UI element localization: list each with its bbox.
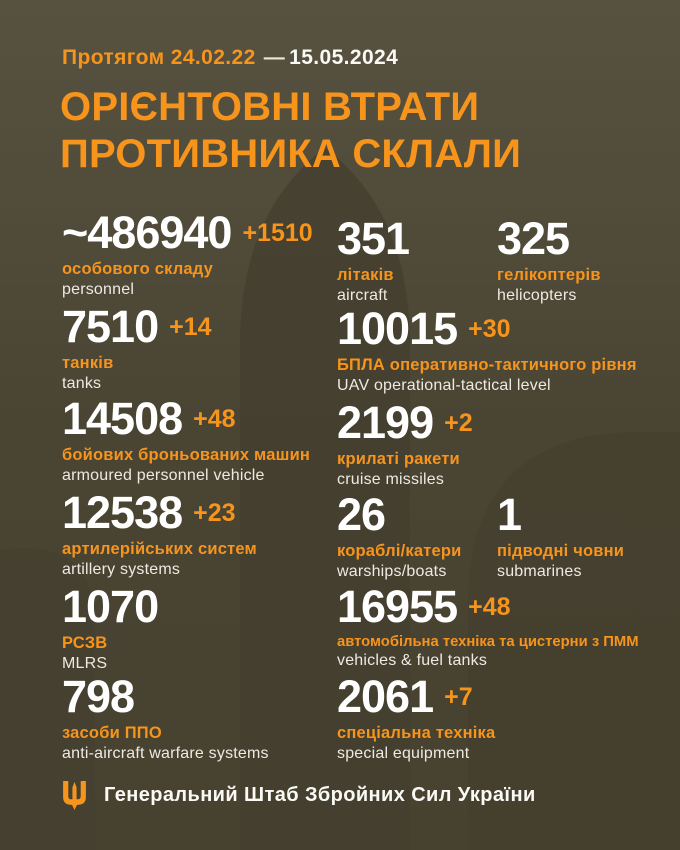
stat-label-uk: БПЛА оперативно-тактичного рівня	[337, 356, 637, 374]
stat-label-en: tanks	[62, 375, 102, 392]
stat-value: 1	[497, 489, 522, 540]
stat-value: 12538	[62, 487, 183, 538]
stat-value: 2061	[337, 671, 434, 722]
stat-delta: +30	[468, 315, 511, 343]
period-separator: —	[263, 46, 286, 69]
stat-personnel: ~486940 +1510 особового складу personnel	[62, 210, 313, 299]
stat-label-en: MLRS	[62, 655, 108, 672]
stat-label-uk: бойових броньованих машин	[62, 446, 311, 464]
stat-label-en: anti-aircraft warfare systems	[62, 745, 269, 762]
stat-label-en: armoured personnel vehicle	[62, 467, 265, 484]
stat-label-uk: танків	[62, 354, 114, 372]
stat-value: ~486940	[62, 207, 232, 258]
stat-value: 798	[62, 671, 135, 722]
organization-name: Генеральний Штаб Збройних Сил України	[104, 784, 536, 806]
stat-label-uk: спеціальна техніка	[337, 724, 496, 742]
stat-label-en: artillery systems	[62, 561, 181, 578]
stat-label-uk: РСЗВ	[62, 634, 108, 652]
stat-delta: +48	[468, 593, 511, 621]
stat-value: 7510	[62, 301, 159, 352]
footer: Генеральний Штаб Збройних Сил України	[62, 781, 536, 810]
stat-delta: +23	[193, 499, 236, 527]
report-period: Протягом 24.02.22 —15.05.2024	[62, 46, 398, 70]
stat-delta: +7	[444, 683, 473, 711]
stat-label-uk: гелікоптерів	[497, 266, 601, 284]
stat-delta: +2	[444, 409, 473, 437]
stat-special-equipment: 2061 +7 спеціальна техніка special equip…	[337, 674, 495, 763]
stat-label-en: helicopters	[497, 287, 577, 304]
stat-label-uk: підводні човни	[497, 542, 625, 560]
stat-value: 16955	[337, 581, 458, 632]
stat-anti-aircraft: 798 засоби ППО anti-aircraft warfare sys…	[62, 674, 269, 763]
stat-label-uk: артилерійських систем	[62, 540, 257, 558]
stat-label-uk: засоби ППО	[62, 724, 162, 742]
stat-label-en: personnel	[62, 281, 135, 298]
page-title-line1: ОРІЄНТОВНІ ВТРАТИ	[60, 85, 480, 129]
stat-armoured-vehicles: 14508 +48 бойових броньованих машин armo…	[62, 396, 310, 485]
stat-label-uk: літаків	[337, 266, 394, 284]
stat-delta: +48	[193, 405, 236, 433]
stat-label-en: vehicles & fuel tanks	[337, 652, 488, 669]
stat-label-en: UAV operational-tactical level	[337, 377, 551, 394]
stat-submarines: 1 підводні човни submarines	[497, 492, 624, 581]
stat-label-en: special equipment	[337, 745, 470, 762]
stat-delta: +14	[169, 313, 212, 341]
stat-warships: 26 кораблі/катери warships/boats	[337, 492, 462, 581]
stat-label-en: warships/boats	[337, 563, 447, 580]
stat-label-uk: автомобільна техніка та цистерни з ПММ	[337, 634, 639, 650]
stat-uav: 10015 +30 БПЛА оперативно-тактичного рів…	[337, 306, 637, 395]
stat-delta: +1510	[242, 219, 313, 247]
page-title-line2: ПРОТИВНИКА СКЛАЛИ	[60, 131, 522, 176]
stat-value: 26	[337, 489, 386, 540]
trident-icon	[63, 781, 86, 810]
stat-value: 325	[497, 213, 570, 264]
stat-artillery: 12538 +23 артилерійських систем artiller…	[62, 490, 257, 579]
stat-label-uk: кораблі/катери	[337, 542, 462, 560]
stat-value: 10015	[337, 303, 458, 354]
stat-label-uk: особового складу	[62, 260, 214, 278]
stat-vehicles-fuel-tanks: 16955 +48 автомобільна техніка та цистер…	[337, 584, 639, 670]
period-label: Протягом 24.02.22	[62, 46, 256, 69]
stat-label-uk: крилаті ракети	[337, 450, 460, 468]
stat-value: 1070	[62, 581, 159, 632]
stat-label-en: cruise missiles	[337, 471, 445, 488]
stat-cruise-missiles: 2199 +2 крилаті ракети cruise missiles	[337, 400, 473, 489]
stat-aircraft: 351 літаків aircraft	[337, 216, 420, 305]
stat-label-en: aircraft	[337, 287, 388, 304]
stat-value: 2199	[337, 397, 434, 448]
stat-helicopters: 325 гелікоптерів helicopters	[497, 216, 601, 305]
stat-value: 351	[337, 213, 410, 264]
stat-tanks: 7510 +14 танків tanks	[62, 304, 212, 393]
stat-label-en: submarines	[497, 563, 582, 580]
stat-mlrs: 1070 РСЗВ MLRS	[62, 584, 169, 673]
stat-value: 14508	[62, 393, 183, 444]
page-title: ОРІЄНТОВНІ ВТРАТИ ПРОТИВНИКА СКЛАЛИ	[60, 84, 521, 178]
report-date: 15.05.2024	[289, 46, 399, 69]
